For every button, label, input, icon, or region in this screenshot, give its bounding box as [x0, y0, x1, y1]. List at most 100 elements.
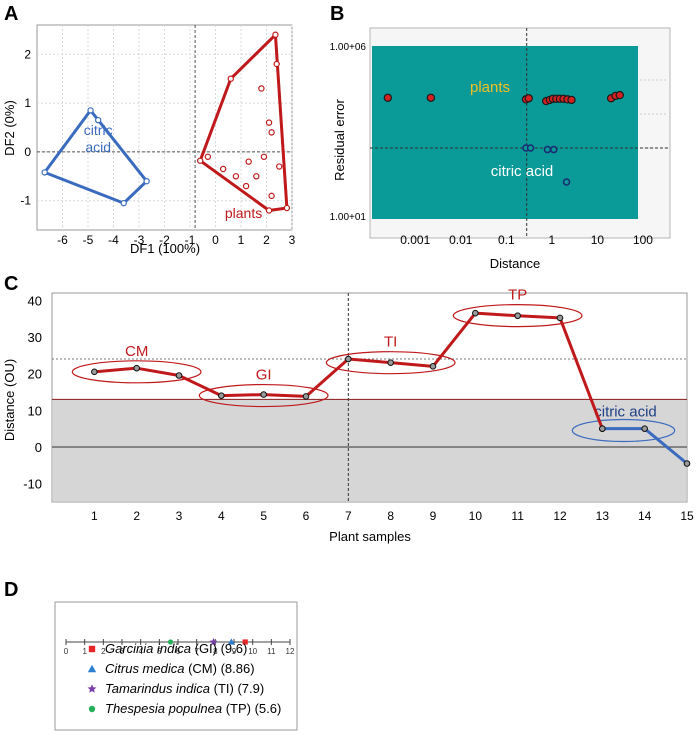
- panel-c-ytick-label: 20: [28, 367, 42, 382]
- panel-a-ytick-label: 1: [24, 96, 31, 110]
- panel-a-point: [260, 153, 268, 160]
- panel-a-xtick-label: -1: [185, 233, 196, 247]
- panel-a-xtick-label: 0: [212, 233, 219, 247]
- panel-d-axis-marker: [242, 639, 248, 645]
- panel-c-point: [345, 355, 352, 363]
- panel-d-tick-label: 7: [194, 647, 199, 656]
- panel-b-xtick-label: 1: [549, 233, 556, 247]
- panel-a-xtick-label: 3: [289, 233, 296, 247]
- panel-d-legend-species: Thespesia populnea: [105, 701, 226, 716]
- panel-d-tick-label: 6: [176, 647, 181, 656]
- panel-c-group-ellipse: [452, 304, 583, 328]
- panel-d-tick-label: 9: [232, 647, 237, 656]
- panel-c-point: [514, 312, 521, 320]
- panel-b-label-citric-acid: citric acid: [491, 163, 554, 180]
- panel-b-plant-point: [615, 90, 624, 100]
- panel-d-legend-entry: Thespesia populnea (TP) (5.6): [105, 701, 281, 716]
- panel-d-legend-entry: Garcinia indica (GI) (9.6): [105, 641, 247, 656]
- panel-a-point: [87, 107, 94, 114]
- panel-b-plant-point: [426, 93, 436, 102]
- panel-c-ytick-label: 10: [28, 403, 42, 418]
- panel-b-plant-point: [524, 94, 533, 103]
- panel-c-point: [175, 372, 183, 379]
- panel-a-point: [196, 157, 204, 164]
- panel-a-xtick-label: 1: [238, 233, 245, 247]
- panel-a-ytick-label: 2: [24, 47, 31, 61]
- panel-c-xtick-label: 14: [638, 509, 652, 523]
- panel-c-xtick-label: 7: [345, 509, 352, 523]
- panel-d-tick-label: 10: [248, 647, 257, 656]
- panel-a-point: [120, 199, 127, 207]
- panel-label-c: C: [4, 273, 18, 295]
- panel-d-axis-marker: [227, 638, 235, 645]
- panel-c-xtick-label: 4: [218, 509, 225, 523]
- panel-c-point: [599, 425, 606, 432]
- panel-label-a: A: [4, 3, 18, 25]
- panel-b-acid-point: [543, 145, 552, 154]
- panel-d-legend-entry: Tamarindus indica (TI) (7.9): [105, 681, 264, 696]
- panel-a-hull-plants: [198, 33, 289, 212]
- panel-c-xtick-label: 5: [260, 509, 267, 523]
- panel-d-tick-label: 2: [101, 647, 106, 656]
- panel-d-tick-label: 8: [213, 647, 218, 656]
- panel-b-ytick-label: 1.00+06: [330, 42, 367, 53]
- panel-c-xtick-label: 12: [553, 509, 567, 523]
- panel-label-b: B: [330, 3, 344, 25]
- panel-c-point: [429, 363, 437, 370]
- panel-c-group-ellipse: [71, 360, 202, 384]
- panel-c-ytick-label: 30: [28, 330, 42, 345]
- panel-c-xtick-label: 1: [91, 509, 98, 523]
- panel-c-group-ellipse: [198, 383, 329, 408]
- panel-b-xlabel: Distance: [490, 256, 541, 271]
- panel-b-ylabel: Residual error: [332, 99, 347, 181]
- panel-c-point: [387, 359, 394, 366]
- panel-c-point: [556, 314, 564, 322]
- panel-c-group-ellipse: [571, 418, 676, 443]
- panel-c-xtick-label: 11: [511, 509, 524, 523]
- panel-c-point: [472, 309, 479, 317]
- panel-c-group-label: GI: [256, 367, 272, 384]
- panel-a-ytick-label: 0: [24, 145, 31, 159]
- panel-a-point: [265, 207, 273, 214]
- panel-c-group-ellipse: [325, 351, 456, 375]
- panel-a-label-plants: plants: [225, 205, 262, 221]
- panel-a-point: [283, 204, 291, 212]
- panel-a-point: [41, 169, 48, 176]
- panel-c-ytick-label: -10: [23, 477, 42, 492]
- panel-c-xtick-label: 10: [469, 509, 483, 523]
- panel-c-xtick-label: 2: [133, 509, 140, 523]
- panel-b-plant-point: [567, 95, 576, 105]
- panel-b-xtick-label: 0.1: [498, 233, 515, 247]
- panel-c-xtick-label: 6: [303, 509, 310, 523]
- panel-d-tick-label: 11: [267, 647, 276, 656]
- panel-a-point: [143, 177, 150, 185]
- panel-a-xtick-label: -6: [57, 233, 68, 247]
- panel-a-point: [273, 60, 280, 68]
- panel-d-axis-marker: [209, 637, 218, 646]
- panel-d-frame: [54, 601, 298, 731]
- panel-c-grey-band: [53, 399, 686, 501]
- panel-b-xtick-label: 0.001: [400, 233, 430, 247]
- panel-c-point: [302, 393, 310, 400]
- panel-a-label-citric-acid: acid: [85, 139, 111, 155]
- panel-d-legend-species: Tamarindus indica: [105, 681, 214, 696]
- panel-a-point: [268, 192, 275, 200]
- panel-b-acid-point: [526, 144, 535, 152]
- panel-d-legend-species: Citrus medica: [105, 661, 188, 676]
- panel-c-xtick-label: 15: [680, 509, 694, 523]
- panel-b-xtick-label: 0.01: [449, 233, 473, 247]
- panel-d-tick-label: 3: [120, 647, 125, 656]
- panel-b-xtick-label: 10: [591, 233, 605, 247]
- panel-c-point: [683, 460, 691, 467]
- panel-label-d: D: [4, 579, 18, 601]
- panel-d-legend-entry: Citrus medica (CM) (8.86): [105, 661, 255, 676]
- panel-a-point: [276, 163, 283, 170]
- panel-b-chart: 0.001 0.01 0.1 1 10 100 1.00+06 1.00+01 plants ci…: [330, 27, 671, 271]
- panel-b-ytick-label: 1.00+01: [330, 212, 367, 223]
- panel-d-legend-marker: [87, 664, 97, 673]
- panel-b-plant-point: [383, 93, 393, 102]
- panel-a-point: [204, 153, 212, 160]
